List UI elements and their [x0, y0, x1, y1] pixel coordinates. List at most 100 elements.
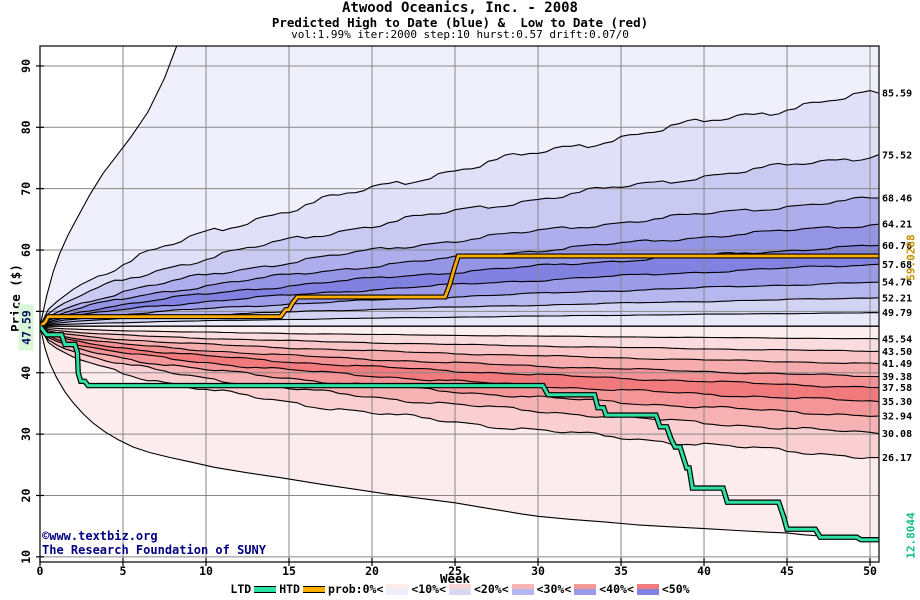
x-tick-label: 30	[531, 564, 545, 578]
x-tick-label: 35	[614, 564, 628, 578]
probability-legend-label: <30%<	[536, 582, 572, 596]
ltd-final-value-label: 12.8044	[904, 512, 918, 559]
probability-band	[40, 197, 879, 327]
y-tick-label: 80	[19, 120, 33, 134]
max-envelope-line	[40, 46, 178, 327]
chart-simulation-params: vol:1.99% iter:2000 step:10 hurst:0.57 d…	[291, 28, 629, 41]
high-end-label: 75.52	[882, 150, 912, 161]
high-end-label: 64.21	[882, 220, 912, 231]
x-tick-label: 50	[863, 564, 877, 578]
low-percentile-line	[40, 325, 879, 403]
probability-band	[40, 245, 879, 327]
low-percentile-line	[40, 325, 879, 340]
low-end-label: 45.54	[882, 334, 912, 345]
probability-band	[40, 90, 879, 327]
y-tick-label: 70	[19, 182, 33, 196]
chart-titles: Atwood Oceanics, Inc. - 2008 Predicted H…	[0, 1, 920, 41]
copyright-line-1: ©www.textbiz.org	[42, 529, 158, 543]
probability-band	[40, 326, 879, 540]
high-end-label: 49.79	[882, 308, 912, 319]
high-end-label: 57.68	[882, 260, 912, 271]
high-percentile-line	[40, 154, 879, 327]
copyright-line-2: The Research Foundation of SUNY	[42, 543, 266, 557]
htd-final-value-label: 59.0288	[904, 234, 918, 281]
probability-legend-label: <10%<	[411, 582, 446, 596]
high-end-label: 54.76	[882, 278, 912, 289]
high-percentile-line	[40, 263, 879, 327]
low-end-label: 35.30	[882, 397, 912, 408]
htd-actual-line	[40, 254, 879, 328]
low-end-label: 43.50	[882, 347, 912, 358]
probability-band	[40, 264, 879, 327]
probability-band	[40, 326, 879, 417]
ltd-actual-line	[40, 325, 879, 542]
y-tick-label: 60	[19, 243, 33, 257]
ltd-line	[40, 324, 879, 543]
y-tick-label: 40	[19, 366, 33, 380]
high-percentile-line	[40, 196, 879, 327]
ltd-line-swatch	[254, 585, 277, 593]
probability-legend-label: <50%	[661, 582, 690, 596]
chart-subtitle: Predicted High to Date (blue) & Low to D…	[271, 15, 649, 30]
low-end-label: 26.17	[882, 453, 912, 464]
x-tick-label: 20	[365, 564, 379, 578]
probability-band	[40, 154, 879, 327]
probability-band	[40, 282, 879, 327]
x-tick-label: 0	[37, 564, 44, 578]
probability-legend-label: prob:0%<	[327, 582, 384, 596]
start-price-label: 47.59	[18, 304, 34, 351]
x-tick-label: 5	[120, 564, 127, 578]
high-end-label: 52.21	[882, 293, 912, 304]
low-percentile-line	[40, 325, 879, 435]
y-tick-label: 90	[19, 59, 33, 73]
copyright-block: ©www.textbiz.org The Research Foundation…	[42, 529, 266, 557]
high-end-label: 85.59	[882, 89, 912, 100]
high-end-label: 68.46	[882, 194, 912, 205]
min-envelope-line	[40, 326, 879, 540]
legend-ltd-label: LTD	[230, 582, 252, 596]
low-end-label: 30.08	[882, 429, 912, 440]
high-percentile-line	[40, 90, 879, 327]
low-end-label: 37.58	[882, 383, 912, 394]
probability-legend-label: <20%<	[474, 582, 509, 596]
low-percentile-line	[40, 325, 879, 378]
low-end-label: 39.38	[882, 372, 912, 383]
high-percentile-line	[40, 244, 879, 327]
probability-band	[40, 326, 879, 352]
y-tick-label: 30	[19, 427, 33, 441]
low-percentile-line	[40, 325, 879, 417]
probability-band	[40, 326, 879, 402]
low-percentile-line	[40, 325, 879, 365]
low-end-label: 32.94	[882, 412, 912, 423]
axes: 05101520253035404550102030405060708090	[19, 45, 880, 578]
y-tick-label: 10	[19, 550, 33, 564]
x-tick-label: 15	[282, 564, 296, 578]
high-percentile-line	[40, 281, 879, 327]
probability-band-swatch	[574, 583, 597, 595]
high-end-label: 60.76	[882, 241, 912, 252]
x-tick-label: 25	[448, 564, 462, 578]
htd-line	[40, 253, 879, 329]
probability-band-swatch	[511, 583, 534, 595]
low-percentile-line	[40, 325, 879, 389]
legend-htd-label: HTD	[279, 582, 300, 596]
plot-area	[40, 46, 879, 562]
probability-band	[40, 326, 879, 434]
y-tick-label: 20	[19, 489, 33, 503]
probability-band	[40, 312, 879, 327]
chart-legend: LTD HTD prob:0%< <10%< <20%< <30%< <40%< <50%	[0, 582, 920, 596]
probability-band	[40, 326, 879, 377]
x-tick-label: 45	[780, 564, 794, 578]
htd-line-swatch	[302, 585, 325, 593]
probability-band	[40, 326, 879, 339]
plot-border	[39, 45, 880, 563]
high-percentile-line	[40, 312, 879, 327]
probability-band-swatch	[386, 583, 409, 595]
probability-legend-label: <40%<	[599, 582, 634, 596]
x-tick-label: 10	[199, 564, 213, 578]
x-axis-title: Week	[439, 571, 471, 586]
probability-band-swatch	[449, 583, 471, 595]
chart-title: Atwood Oceanics, Inc. - 2008	[341, 0, 578, 16]
